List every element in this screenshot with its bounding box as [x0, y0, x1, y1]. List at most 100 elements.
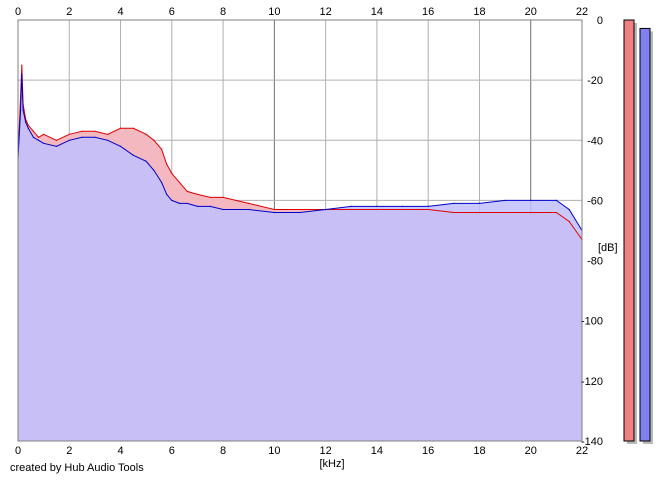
series-1-point — [166, 193, 168, 195]
spectrum-series — [17, 64, 583, 441]
series-1-point — [161, 181, 163, 183]
series-1-point — [568, 208, 570, 211]
series-1-point — [209, 205, 211, 207]
series-1-point — [32, 136, 35, 138]
series-1-point — [453, 202, 455, 204]
series-1-point — [325, 208, 327, 211]
series-1-point — [25, 121, 27, 123]
x-tick-bottom-4: 4 — [117, 445, 123, 457]
series-1-point — [427, 205, 429, 207]
x-tick-bottom-20: 20 — [525, 445, 537, 457]
y-axis-label: [dB] — [598, 242, 618, 254]
series-0-point — [43, 133, 45, 135]
series-1-point — [555, 199, 558, 201]
plot-frame — [17, 19, 583, 442]
series-1-point — [20, 109, 22, 111]
series-1-fill — [18, 74, 582, 441]
series-1-point — [94, 136, 96, 138]
x-tick-bottom-6: 6 — [169, 445, 175, 457]
x-tick-top-16: 16 — [422, 6, 434, 18]
series-1-point — [299, 211, 301, 214]
x-axis-top-tick-labels: 0 2 4 6 8 10 12 14 16 18 20 22 — [15, 6, 588, 18]
series-0-point — [32, 130, 35, 132]
level-meter-1 — [639, 27, 651, 442]
series-1-point — [186, 202, 188, 204]
series-0-point — [107, 133, 109, 135]
series-1-point — [478, 202, 481, 204]
series-1-point — [350, 205, 352, 207]
series-0-point — [273, 208, 275, 211]
series-1-point — [171, 199, 173, 201]
x-tick-top-18: 18 — [473, 6, 485, 18]
x-tick-top-20: 20 — [525, 6, 537, 18]
x-tick-top-2: 2 — [66, 6, 72, 18]
series-1-point — [55, 145, 58, 147]
series-1-point — [27, 127, 29, 129]
series-0-point — [68, 133, 70, 135]
series-1-point — [273, 211, 275, 214]
series-0-point — [555, 211, 558, 214]
series-0-point — [81, 130, 83, 132]
series-0-point — [222, 196, 224, 198]
y-tick--20: -20 — [587, 75, 603, 87]
series-0-point — [166, 163, 168, 165]
series-1-point — [81, 136, 83, 138]
series-1-point — [21, 73, 23, 75]
x-tick-bottom-22: 22 — [576, 445, 588, 457]
x-tick-bottom-10: 10 — [268, 445, 280, 457]
series-1-point — [401, 205, 404, 207]
series-0-point — [21, 64, 23, 66]
series-0-point — [299, 208, 301, 211]
x-tick-bottom-0: 0 — [15, 445, 21, 457]
series-1-point — [119, 145, 122, 147]
x-tick-bottom-8: 8 — [220, 445, 226, 457]
series-0-point — [37, 136, 40, 138]
x-tick-top-6: 6 — [169, 6, 175, 18]
x-tick-top-14: 14 — [371, 6, 383, 18]
series-0-point — [248, 202, 250, 204]
series-1-point — [248, 208, 250, 211]
series-1-point — [145, 160, 147, 162]
x-tick-bottom-12: 12 — [320, 445, 332, 457]
series-1-point — [68, 139, 70, 141]
x-tick-top-12: 12 — [320, 6, 332, 18]
series-0-point — [196, 193, 199, 195]
series-1-point — [43, 142, 45, 144]
x-axis-bottom-tick-labels: 0 2 4 6 8 10 12 14 16 18 20 22 — [15, 445, 588, 457]
y-tick--120: -120 — [581, 376, 603, 388]
y-tick--100: -100 — [581, 316, 603, 328]
series-0-point — [504, 211, 506, 214]
series-0-point — [132, 127, 134, 129]
y-tick--80: -80 — [587, 256, 603, 268]
series-1-point — [22, 109, 24, 111]
series-1-point — [178, 202, 181, 204]
series-0-point — [178, 181, 181, 183]
level-meter-0 — [623, 19, 635, 442]
x-tick-top-22: 22 — [576, 6, 588, 18]
series-1-point — [107, 139, 109, 141]
series-0-point — [161, 148, 163, 150]
level-meters — [623, 19, 653, 444]
series-0-point — [55, 139, 58, 141]
series-1-point — [222, 208, 224, 211]
x-tick-bottom-16: 16 — [422, 445, 434, 457]
x-axis-label: [kHz] — [319, 458, 344, 470]
series-0-point — [401, 208, 404, 211]
series-0-point — [186, 190, 188, 192]
y-tick-0: 0 — [597, 15, 603, 27]
y-tick--60: -60 — [587, 195, 603, 207]
series-0-point — [209, 196, 211, 198]
y-axis-tick-labels: 0 -20 -40 -60 -80 -100 -120 -140 — [581, 15, 603, 448]
credit-text: created by Hub Audio Tools — [10, 462, 144, 474]
series-1-point — [196, 205, 199, 207]
series-0-point — [119, 127, 122, 129]
x-tick-top-8: 8 — [220, 6, 226, 18]
x-tick-bottom-18: 18 — [473, 445, 485, 457]
series-0-point — [27, 124, 29, 126]
series-1-point — [530, 199, 532, 201]
x-tick-bottom-14: 14 — [371, 445, 383, 457]
x-tick-top-4: 4 — [117, 6, 123, 18]
series-0-point — [530, 211, 532, 214]
series-0-point — [427, 208, 429, 211]
